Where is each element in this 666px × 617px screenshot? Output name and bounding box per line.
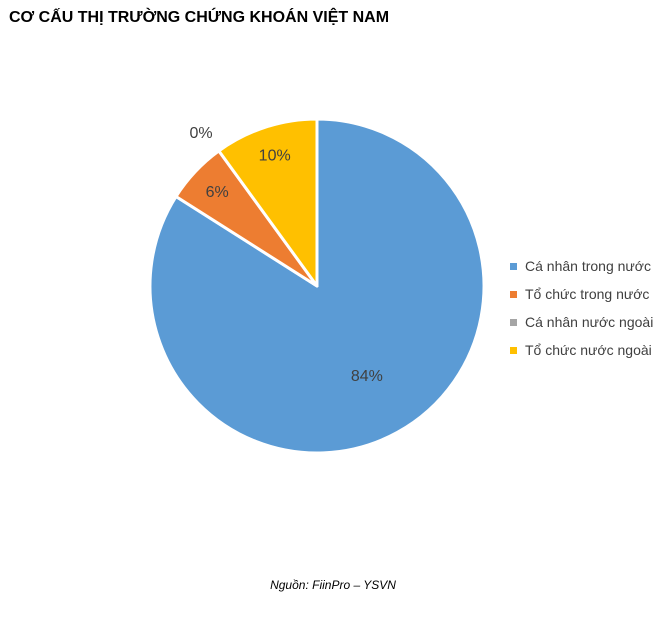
pie-data-labels: 84% 6% 0% 10%: [189, 125, 382, 385]
legend-item-ca-nhan-nuoc-ngoai: Cá nhân nước ngoài: [510, 308, 653, 336]
legend-item-to-chuc-trong-nuoc: Tổ chức trong nước: [510, 280, 653, 308]
source-note: Nguồn: FiinPro – YSVN: [270, 578, 396, 592]
legend-swatch: [510, 346, 517, 354]
legend-label: Cá nhân trong nước: [525, 258, 651, 274]
pie-slices: [148, 117, 486, 455]
data-label-ca-nhan-nuoc-ngoai: 0%: [189, 125, 212, 142]
data-label-to-chuc-trong-nuoc: 6%: [206, 184, 229, 201]
legend-label: Cá nhân nước ngoài: [525, 314, 654, 330]
legend-label: Tổ chức trong nước: [525, 286, 650, 302]
legend-item-to-chuc-nuoc-ngoai: Tổ chức nước ngoài: [510, 336, 653, 364]
chart-title: CƠ CẤU THỊ TRƯỜNG CHỨNG KHOÁN VIỆT NAM: [9, 9, 390, 26]
data-label-ca-nhan-trong-nuoc: 84%: [351, 368, 383, 385]
legend: Cá nhân trong nước Tổ chức trong nước Cá n…: [510, 252, 653, 364]
legend-item-ca-nhan-trong-nuoc: Cá nhân trong nước: [510, 252, 653, 280]
legend-swatch: [510, 262, 517, 270]
pie-slice-to-chuc-nuoc-ngoai: [217, 117, 319, 288]
legend-swatch: [510, 290, 517, 298]
legend-swatch: [510, 318, 517, 326]
data-label-to-chuc-nuoc-ngoai: 10%: [259, 147, 291, 164]
legend-label: Tổ chức nước ngoài: [525, 342, 652, 358]
